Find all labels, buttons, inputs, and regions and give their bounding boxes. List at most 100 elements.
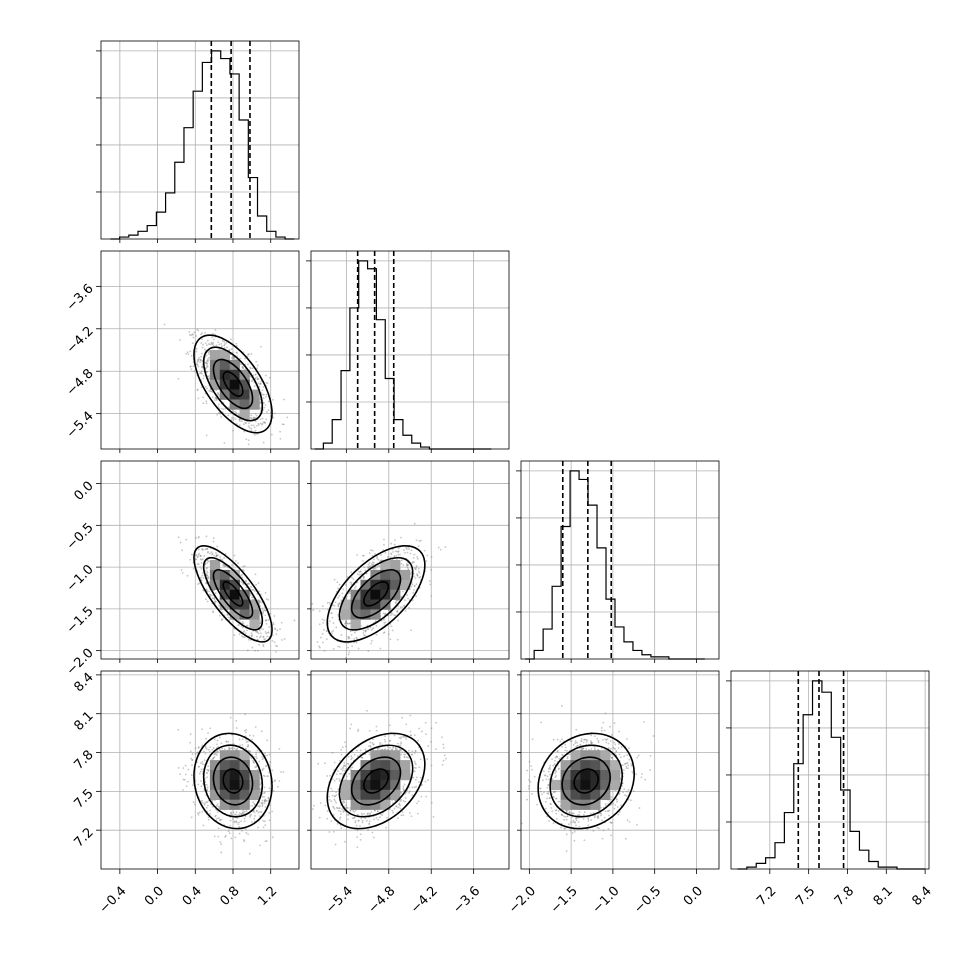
scatter-point	[399, 737, 402, 740]
scatter-point	[200, 371, 202, 374]
scatter-point	[548, 766, 551, 769]
scatter-point	[214, 600, 217, 603]
scatter-point	[228, 832, 231, 835]
density-cell	[209, 789, 221, 800]
scatter-point	[266, 382, 269, 385]
scatter-point	[293, 619, 296, 622]
scatter-point	[405, 563, 408, 565]
scatter-point	[191, 333, 194, 336]
contour-line	[193, 544, 273, 643]
scatter-point	[243, 817, 246, 820]
scatter-point	[620, 804, 623, 807]
scatter-point	[428, 580, 431, 582]
scatter-point	[347, 755, 350, 758]
scatter-point	[242, 565, 245, 568]
scatter-point	[584, 738, 586, 741]
scatter-panel	[520, 670, 720, 870]
scatter-point	[235, 351, 238, 354]
scatter-point	[360, 812, 363, 815]
scatter-point	[340, 634, 343, 636]
scatter-point	[204, 563, 207, 565]
scatter-point	[404, 792, 407, 795]
scatter-point	[559, 800, 561, 803]
scatter-point	[337, 645, 340, 648]
scatter-point	[256, 638, 259, 641]
scatter-point	[391, 629, 394, 632]
scatter-point	[227, 740, 230, 743]
scatter-point	[205, 573, 208, 576]
scatter-point	[388, 740, 391, 742]
scatter-point	[339, 810, 342, 813]
density-cell	[340, 779, 351, 791]
scatter-point	[255, 414, 258, 417]
scatter-point	[268, 753, 271, 756]
scatter-point	[392, 746, 395, 749]
scatter-point	[413, 567, 416, 570]
scatter-point	[207, 560, 210, 563]
scatter-point	[201, 548, 204, 551]
scatter-point	[368, 753, 371, 756]
scatter-point	[430, 740, 432, 743]
scatter-point	[338, 779, 341, 782]
scatter-point	[607, 810, 610, 812]
density-cell	[580, 750, 591, 761]
scatter-point	[416, 802, 418, 805]
scatter-point	[207, 816, 210, 819]
scatter-point	[215, 555, 218, 558]
scatter-point	[439, 548, 442, 551]
scatter-point	[565, 818, 568, 821]
y-tick-label: −4.8	[64, 366, 97, 399]
scatter-point	[242, 583, 245, 585]
density-cell	[219, 760, 230, 771]
scatter-point	[261, 805, 264, 808]
scatter-point	[198, 765, 200, 768]
scatter-point	[348, 622, 351, 625]
scatter-point	[189, 365, 192, 368]
scatter-point	[601, 837, 604, 840]
scatter-point	[363, 576, 365, 579]
scatter-point	[408, 751, 411, 754]
scatter-point	[251, 367, 254, 370]
scatter-point	[237, 413, 240, 416]
scatter-point	[196, 328, 199, 331]
scatter-point	[353, 753, 356, 756]
contour-line	[549, 744, 623, 818]
scatter-point	[194, 747, 197, 750]
scatter-point	[242, 367, 244, 369]
scatter-point	[212, 338, 215, 341]
scatter-point	[196, 752, 199, 754]
scatter-point	[238, 738, 241, 741]
scatter-point	[250, 353, 253, 355]
scatter-point	[596, 826, 599, 829]
scatter-point	[602, 721, 605, 724]
scatter-point	[272, 790, 275, 792]
scatter-point	[253, 417, 255, 420]
scatter-point	[559, 740, 562, 743]
scatter-point	[613, 741, 616, 744]
scatter-point	[213, 399, 216, 401]
scatter-point	[255, 764, 258, 767]
scatter-point	[555, 755, 558, 758]
scatter-point	[587, 818, 590, 820]
scatter-point	[245, 422, 247, 425]
scatter-point	[245, 728, 248, 731]
scatter-point	[197, 583, 200, 586]
scatter-point	[190, 334, 193, 337]
scatter-point	[269, 761, 272, 763]
scatter-point	[376, 555, 378, 558]
scatter-point	[620, 746, 623, 748]
scatter-point	[190, 368, 193, 371]
panel-content	[101, 251, 299, 449]
scatter-point	[364, 629, 367, 632]
scatter-point	[204, 385, 207, 388]
scatter-point	[199, 762, 202, 765]
x-tick-label: 7.8	[832, 884, 857, 909]
scatter-point	[259, 783, 262, 786]
scatter-point	[201, 799, 204, 802]
scatter-point	[268, 626, 271, 628]
scatter-point	[329, 774, 331, 777]
density-cell	[239, 750, 250, 761]
scatter-point	[359, 838, 362, 841]
scatter-point	[345, 624, 347, 627]
scatter-point	[201, 365, 204, 368]
